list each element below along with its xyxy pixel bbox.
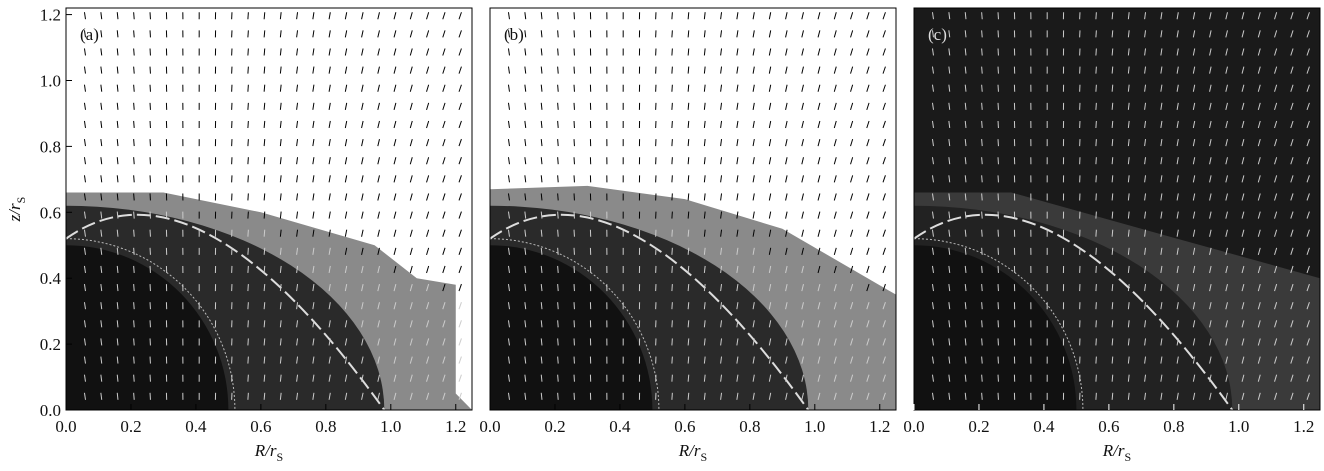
panel-label: (b) [504, 25, 524, 44]
x-axis-label: R/rS [678, 441, 707, 464]
y-tick-label: 0.0 [40, 401, 61, 420]
x-tick-label: 0.2 [544, 417, 565, 436]
x-axis-label-main: R/r [1102, 441, 1125, 460]
y-axis-label: z/rS [5, 197, 28, 223]
x-tick-label: 0.8 [1163, 417, 1184, 436]
plot-area [490, 8, 896, 410]
x-axis-label-sub: S [277, 450, 284, 464]
x-tick-label: 0.4 [185, 417, 207, 436]
y-tick-label: 0.6 [40, 203, 61, 222]
x-axis-label: R/rS [1102, 441, 1131, 464]
x-tick-label: 0.2 [120, 417, 141, 436]
x-tick-label: 0.4 [609, 417, 631, 436]
x-tick-label: 0.8 [739, 417, 760, 436]
y-tick-label: 0.2 [40, 335, 61, 354]
x-axis-label-sub: S [1125, 450, 1132, 464]
panel: (c) 0.0 0.2 0.4 0.6 0.8 1.0 1.2 R/rS [903, 8, 1320, 464]
x-tick-label: 1.2 [1293, 417, 1314, 436]
x-axis-label-main: R/r [254, 441, 277, 460]
x-tick-label: 1.2 [869, 417, 890, 436]
panel-label: (c) [928, 25, 947, 44]
y-axis-label-sub: S [14, 197, 28, 204]
y-axis-label-main: z/r [5, 203, 24, 222]
panel: (b) 0.0 0.2 0.4 0.6 0.8 1.0 1.2 R/rS [479, 8, 896, 464]
x-tick-label: 1.0 [804, 417, 825, 436]
plot-area [914, 8, 1320, 410]
y-tick-label: 0.8 [40, 137, 61, 156]
x-tick-label: 0.6 [1098, 417, 1119, 436]
x-tick-label: 1.0 [1228, 417, 1249, 436]
x-tick-label: 0.0 [903, 417, 924, 436]
x-tick-label: 0.0 [479, 417, 500, 436]
x-axis-label-main: R/r [678, 441, 701, 460]
panel-label: (a) [80, 25, 99, 44]
x-axis-label-sub: S [701, 450, 708, 464]
x-tick-label: 1.2 [445, 417, 466, 436]
y-tick-label: 1.2 [40, 6, 61, 25]
x-axis-label: R/rS [254, 441, 283, 464]
x-tick-label: 0.2 [968, 417, 989, 436]
plot-area [66, 8, 472, 410]
x-tick-label: 1.0 [380, 417, 401, 436]
y-tick-label: 0.4 [40, 269, 62, 288]
x-tick-label: 0.6 [250, 417, 271, 436]
x-tick-label: 0.6 [674, 417, 695, 436]
x-tick-label: 0.4 [1033, 417, 1055, 436]
y-tick-label: 1.0 [40, 71, 61, 90]
x-tick-label: 0.8 [315, 417, 336, 436]
